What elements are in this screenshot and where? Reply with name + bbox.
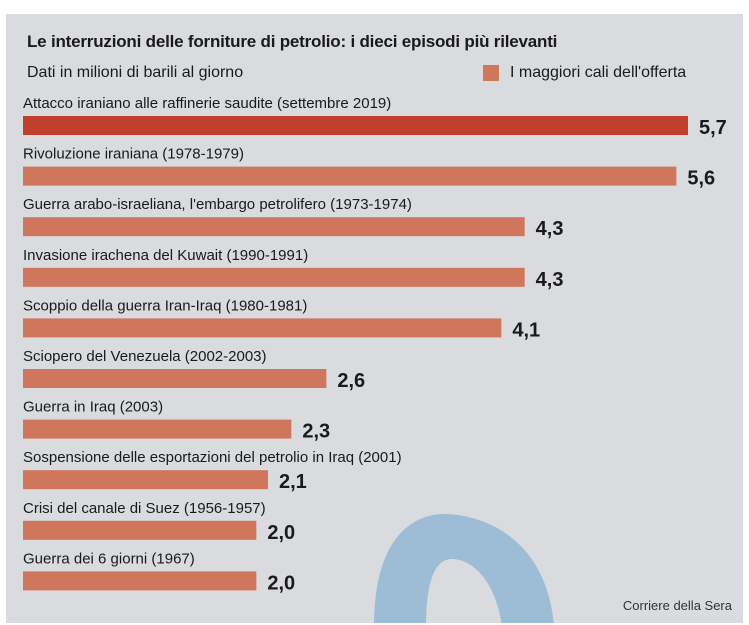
bar-label: Sciopero del Venezuela (2002-2003) [23,348,267,365]
bar-value-label: 5,6 [687,168,715,190]
chart-title: Le interruzioni delle forniture di petro… [27,32,558,51]
bar-value-label: 5,7 [699,117,727,139]
bar-label: Guerra arabo-israeliana, l'embargo petro… [23,196,412,213]
bar [23,571,257,591]
bar [23,369,327,388]
logo-watermark-counter [426,559,502,623]
bars-group: Attacco iraniano alle raffinerie saudite… [23,95,727,594]
bar-value-label: 2,3 [302,421,330,443]
legend-swatch [483,65,499,81]
legend: I maggiori cali dell'offerta [483,64,686,82]
bar-label: Invasione irachena del Kuwait (1990-1991… [23,247,308,264]
bar-label: Attacco iraniano alle raffinerie saudite… [23,95,391,112]
bar-label: Crisi del canale di Suez (1956-1957) [23,500,266,517]
bar-chart: Attacco iraniano alle raffinerie saudite… [23,95,727,623]
chart-panel: Le interruzioni delle forniture di petro… [6,14,743,623]
bar [23,217,525,237]
bar-value-label: 2,0 [267,572,295,594]
bar-value-label: 4,1 [512,319,540,341]
logo-watermark [374,514,554,623]
legend-label: I maggiori cali dell'offerta [510,64,687,81]
bar [23,520,257,540]
bar [23,470,268,490]
bar-label: Sospensione delle esportazioni del petro… [23,449,402,466]
bar [23,166,677,186]
bar-value-label: 2,1 [279,471,307,493]
bar-label: Rivoluzione iraniana (1978-1979) [23,146,244,163]
source-credit: Corriere della Sera [622,598,732,613]
bar-value-label: 2,6 [337,370,365,392]
bar-value-label: 4,3 [536,218,564,240]
bar [23,267,525,287]
bar [23,419,292,439]
bar-value-label: 4,3 [536,269,564,291]
chart-subtitle: Dati in milioni di barili al giorno [27,64,244,81]
bar-label: Scoppio della guerra Iran-Iraq (1980-198… [23,297,307,314]
bar-label: Guerra in Iraq (2003) [23,399,163,416]
bar-value-label: 2,0 [267,522,295,544]
bar [23,116,688,135]
bar [23,318,502,338]
bar-label: Guerra dei 6 giorni (1967) [23,550,195,567]
